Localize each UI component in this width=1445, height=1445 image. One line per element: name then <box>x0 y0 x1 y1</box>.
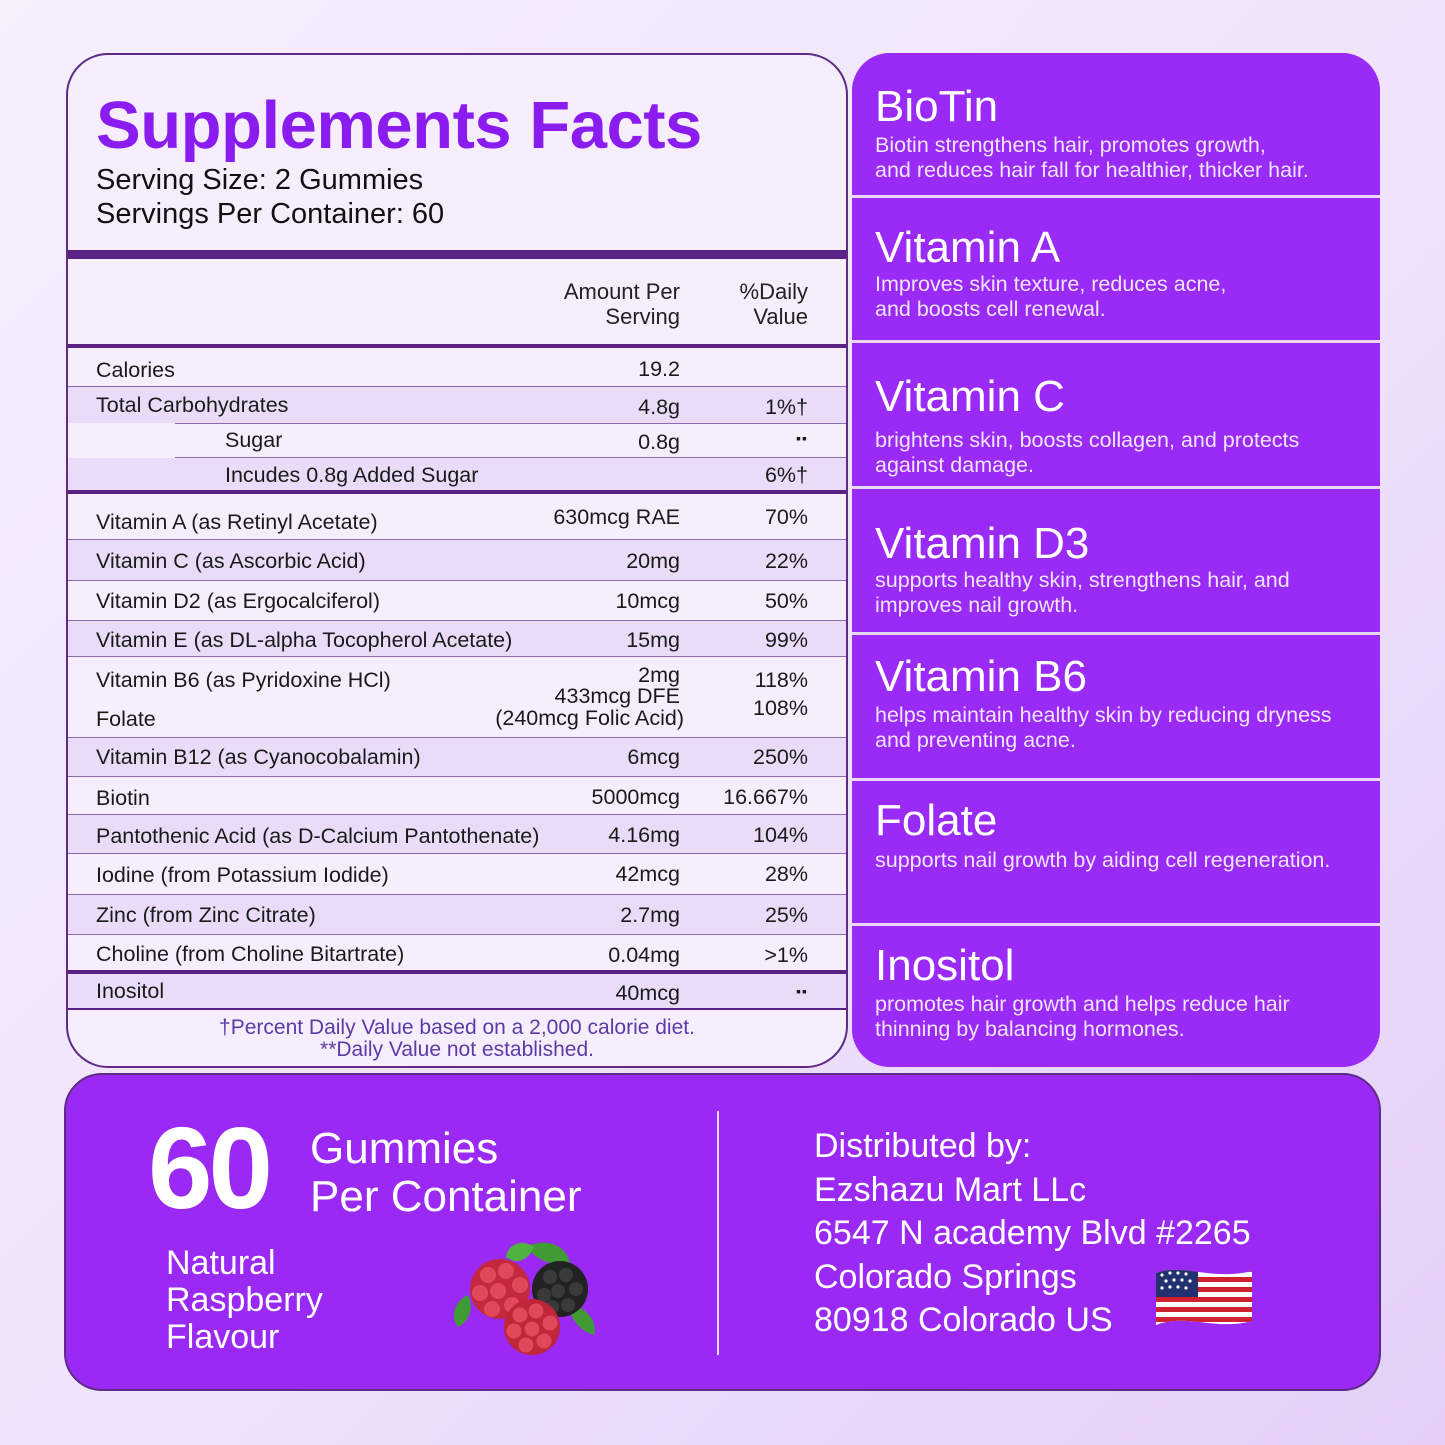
nutrient-row: Vitamin A (as Retinyl Acetate) 630mcg RA… <box>96 505 808 534</box>
us-flag-icon <box>1156 1269 1252 1326</box>
benefit-card-folate: Folate supports nail growth by aiding ce… <box>852 781 1380 923</box>
flavour-label: Natural Raspberry Flavour <box>166 1244 323 1356</box>
container-info-banner: 60 Gummies Per Container Natural Raspber… <box>64 1073 1381 1391</box>
footnote: †Percent Daily Value based on a 2,000 ca… <box>219 1016 695 1061</box>
benefit-card-biotin: BioTin Biotin strengthens hair, promotes… <box>852 53 1380 195</box>
benefit-card-vitamin-a: Vitamin A Improves skin texture, reduces… <box>852 198 1380 340</box>
nutrient-row: Total Carbohydrates 4.8g 1%† <box>68 387 846 423</box>
nutrient-row: Iodine (from Potassium Iodide) 42mcg 28% <box>96 862 808 887</box>
divider-bar <box>68 490 846 494</box>
servings-per-container: Servings Per Container: 60 <box>96 198 445 230</box>
benefit-card-vitamin-b6: Vitamin B6 helps maintain healthy skin b… <box>852 635 1380 778</box>
nutrient-row: Biotin 5000mcg 16.667% <box>96 785 808 810</box>
nutrient-row-double: Vitamin B6 (as Pyridoxine HCl) Folate 2m… <box>96 663 808 731</box>
nutrient-row: Vitamin C (as Ascorbic Acid) 20mg 22% <box>68 540 846 580</box>
nutrient-row-sub: Incudes 0.8g Added Sugar 6%† <box>68 458 846 490</box>
column-header-daily-value: %Daily Value <box>739 279 808 329</box>
supplement-facts-panel: Supplements Facts Serving Size: 2 Gummie… <box>66 53 848 1068</box>
gummy-count: 60 <box>148 1103 273 1233</box>
nutrient-row: Choline (from Choline Bitartrate) 0.04mg… <box>96 942 808 967</box>
benefits-panel: BioTin Biotin strengthens hair, promotes… <box>852 53 1380 1067</box>
divider-bar <box>68 344 846 348</box>
divider-bar <box>68 250 846 259</box>
benefit-card-vitamin-d3: Vitamin D3 supports healthy skin, streng… <box>852 489 1380 632</box>
nutrient-row: Zinc (from Zinc Citrate) 2.7mg 25% <box>68 895 846 934</box>
benefit-card-vitamin-c: Vitamin C brightens skin, boosts collage… <box>852 343 1380 486</box>
serving-size: Serving Size: 2 Gummies <box>96 164 424 196</box>
facts-title: Supplements Facts <box>96 88 702 163</box>
nutrient-row: Calories 19.2 <box>96 357 680 382</box>
nutrient-row-sub: Sugar 0.8g ▪▪ <box>225 428 808 454</box>
nutrient-row: Vitamin E (as DL-alpha Tocopherol Acetat… <box>68 621 846 656</box>
benefit-card-inositol: Inositol promotes hair growth and helps … <box>852 926 1380 1067</box>
divider-bar <box>68 970 846 974</box>
facts-header: Supplements Facts Serving Size: 2 Gummie… <box>68 55 846 252</box>
column-header-amount: Amount Per Serving <box>563 279 680 329</box>
banner-divider <box>717 1111 719 1355</box>
nutrient-row: Vitamin B12 (as Cyanocobalamin) 6mcg 250… <box>68 738 846 776</box>
nutrient-row: Inositol 40mcg ▪▪ <box>68 974 846 1008</box>
gummy-count-label: Gummies Per Container <box>310 1124 582 1221</box>
distributor-info: Distributed by: Ezshazu Mart LLc 6547 N … <box>814 1127 1251 1339</box>
raspberry-blackberry-icon <box>453 1242 595 1355</box>
nutrient-row: Pantothenic Acid (as D-Calcium Pantothen… <box>68 815 846 853</box>
nutrient-row: Vitamin D2 (as Ergocalciferol) 10mcg 50% <box>96 589 808 613</box>
